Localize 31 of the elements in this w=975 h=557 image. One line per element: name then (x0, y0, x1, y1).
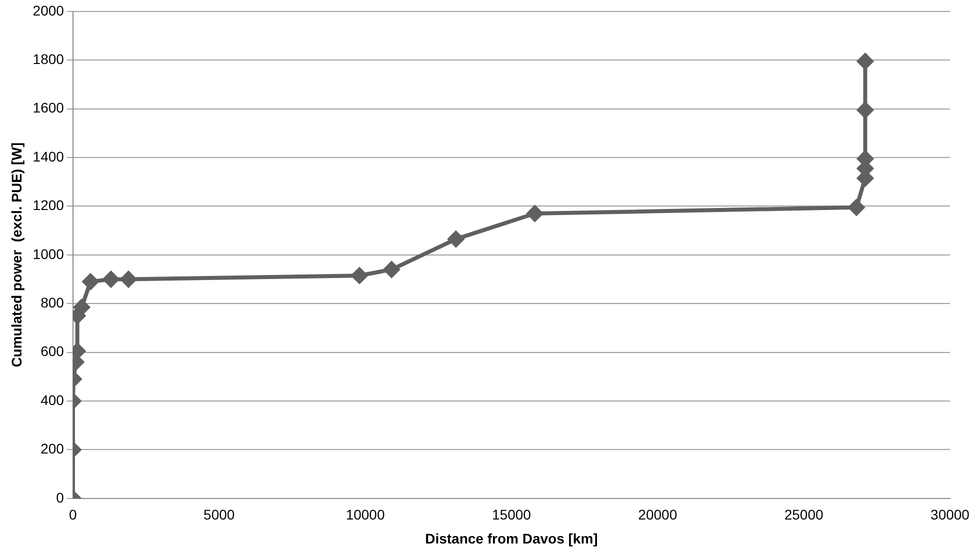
y-tick-label: 600 (40, 343, 64, 360)
point (120, 271, 136, 288)
y-tick-label: 200 (40, 440, 64, 457)
point (102, 271, 119, 288)
y-tick-label: 800 (40, 294, 64, 310)
point (848, 199, 864, 216)
y-tick-label: 1000 (32, 246, 64, 262)
point (857, 53, 874, 70)
y-tick-label: 1800 (32, 50, 64, 67)
point (448, 231, 464, 248)
x-tick-label: 5000 (204, 506, 235, 523)
y-axis-title: Cumulated power (excl. PUE) [W] (8, 142, 24, 368)
y-tick-label: 1200 (32, 197, 64, 214)
x-tick-label: 25000 (784, 506, 824, 523)
point (526, 206, 543, 222)
x-tick-label: 10000 (346, 506, 385, 523)
x-tick-label: 20000 (638, 506, 678, 523)
point (351, 268, 368, 284)
point (74, 299, 90, 316)
y-tick-label: 1400 (32, 148, 64, 164)
x-axis-title: Distance from Davos [km] (425, 530, 598, 546)
y-tick-label: 0 (56, 489, 64, 506)
point (384, 262, 400, 278)
x-tick-label: 30000 (930, 506, 970, 523)
y-tick-label: 2000 (32, 2, 64, 18)
x-tick-label: 0 (69, 506, 78, 523)
x-tick-label: 15000 (492, 506, 532, 523)
y-tick-label: 400 (40, 392, 64, 408)
point (82, 274, 98, 290)
y-tick-label: 1600 (32, 100, 64, 116)
point (857, 102, 874, 118)
